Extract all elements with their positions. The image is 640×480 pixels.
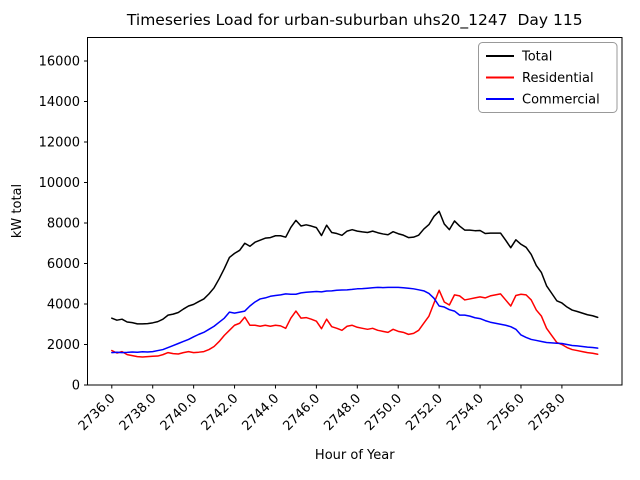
series-line-residential [111, 289, 599, 358]
y-tick-label: 8000 [47, 216, 80, 231]
legend-entry-total: Total [486, 50, 552, 65]
x-tick-label: 2750.0 [362, 391, 405, 434]
series-line-total [111, 210, 599, 325]
y-tick-label: 6000 [47, 257, 80, 272]
series-lines [111, 210, 599, 358]
legend: Total Residential Commercial [478, 42, 618, 113]
legend-entry-residential: Residential [486, 71, 594, 86]
x-tick-label: 2736.0 [76, 391, 119, 434]
y-tick-label: 10000 [39, 176, 80, 191]
y-tick-label: 2000 [47, 338, 80, 353]
x-tick-label: 2744.0 [240, 391, 283, 434]
y-tick-label: 12000 [39, 135, 80, 150]
x-axis-label: Hour of Year [315, 448, 395, 463]
plot-frame [87, 37, 623, 386]
x-tick-label: 2738.0 [117, 391, 160, 434]
x-tick-label: 2754.0 [444, 391, 487, 434]
x-tick-label: 2746.0 [280, 391, 323, 434]
legend-entry-commercial: Commercial [486, 93, 600, 108]
y-tick-label: 4000 [47, 297, 80, 312]
y-tick-label: 16000 [39, 54, 80, 69]
series-line-commercial [111, 286, 599, 354]
x-tick-label: 2758.0 [526, 391, 569, 434]
legend-box [478, 42, 618, 113]
x-tick-label: 2742.0 [199, 391, 242, 434]
legend-label-total: Total [521, 50, 552, 65]
chart-title: Timeseries Load for urban-suburban uhs20… [126, 11, 583, 30]
y-tick-label: 14000 [39, 95, 80, 110]
x-tick-label: 2740.0 [158, 391, 201, 434]
y-axis-label: kW total [10, 184, 25, 238]
legend-label-commercial: Commercial [522, 93, 600, 108]
y-tick-label: 0 [72, 379, 80, 394]
x-tick-label: 2756.0 [485, 391, 528, 434]
legend-label-residential: Residential [522, 71, 594, 86]
x-tick-label: 2752.0 [403, 391, 446, 434]
x-tick-label: 2748.0 [321, 391, 364, 434]
